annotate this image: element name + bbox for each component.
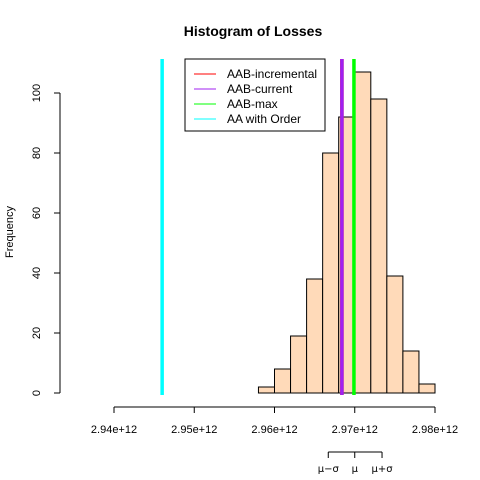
x-tick-label: 2.98e+12 (412, 424, 458, 436)
histogram-bars (257, 71, 436, 394)
histogram-bar (354, 71, 372, 394)
histogram-bar (418, 383, 436, 394)
y-tick-label: 60 (31, 207, 43, 219)
y-axis: 0 20 40 60 80 100 (31, 84, 61, 396)
y-tick-label: 0 (31, 390, 43, 396)
sigma-tick-label: μ−σ (318, 464, 340, 475)
legend-label: AA with Order (227, 112, 301, 126)
x-tick-label: 2.96e+12 (251, 424, 297, 436)
y-tick-label: 40 (31, 267, 43, 279)
histogram-bar (274, 368, 292, 394)
sigma-markers: μ−σ μ μ+σ (318, 451, 393, 475)
y-tick-label: 20 (31, 327, 43, 339)
legend-label: AAB-incremental (227, 67, 317, 81)
histogram-bar (322, 152, 340, 394)
x-tick-label: 2.94e+12 (91, 424, 137, 436)
histogram-bar (402, 350, 420, 394)
legend-label: AAB-max (227, 97, 278, 111)
y-axis-label: Frequency (4, 206, 16, 258)
sigma-tick-label: μ+σ (371, 464, 393, 475)
histogram-bar (370, 98, 388, 394)
x-tick-label: 2.97e+12 (332, 424, 378, 436)
x-tick-label: 2.95e+12 (171, 424, 217, 436)
histogram-bar (290, 335, 308, 394)
chart-title: Histogram of Losses (184, 23, 323, 39)
legend-label: AAB-current (227, 82, 293, 96)
x-axis: 2.94e+12 2.95e+12 2.96e+12 2.97e+12 2.98e+12 (91, 406, 458, 436)
histogram-bar (257, 386, 276, 394)
histogram-bar (306, 278, 324, 394)
y-tick-label: 100 (31, 84, 43, 102)
histogram-bar (386, 275, 404, 394)
reference-lines (160, 59, 356, 395)
y-tick-label: 80 (31, 147, 43, 159)
sigma-tick-label: μ (352, 464, 359, 475)
